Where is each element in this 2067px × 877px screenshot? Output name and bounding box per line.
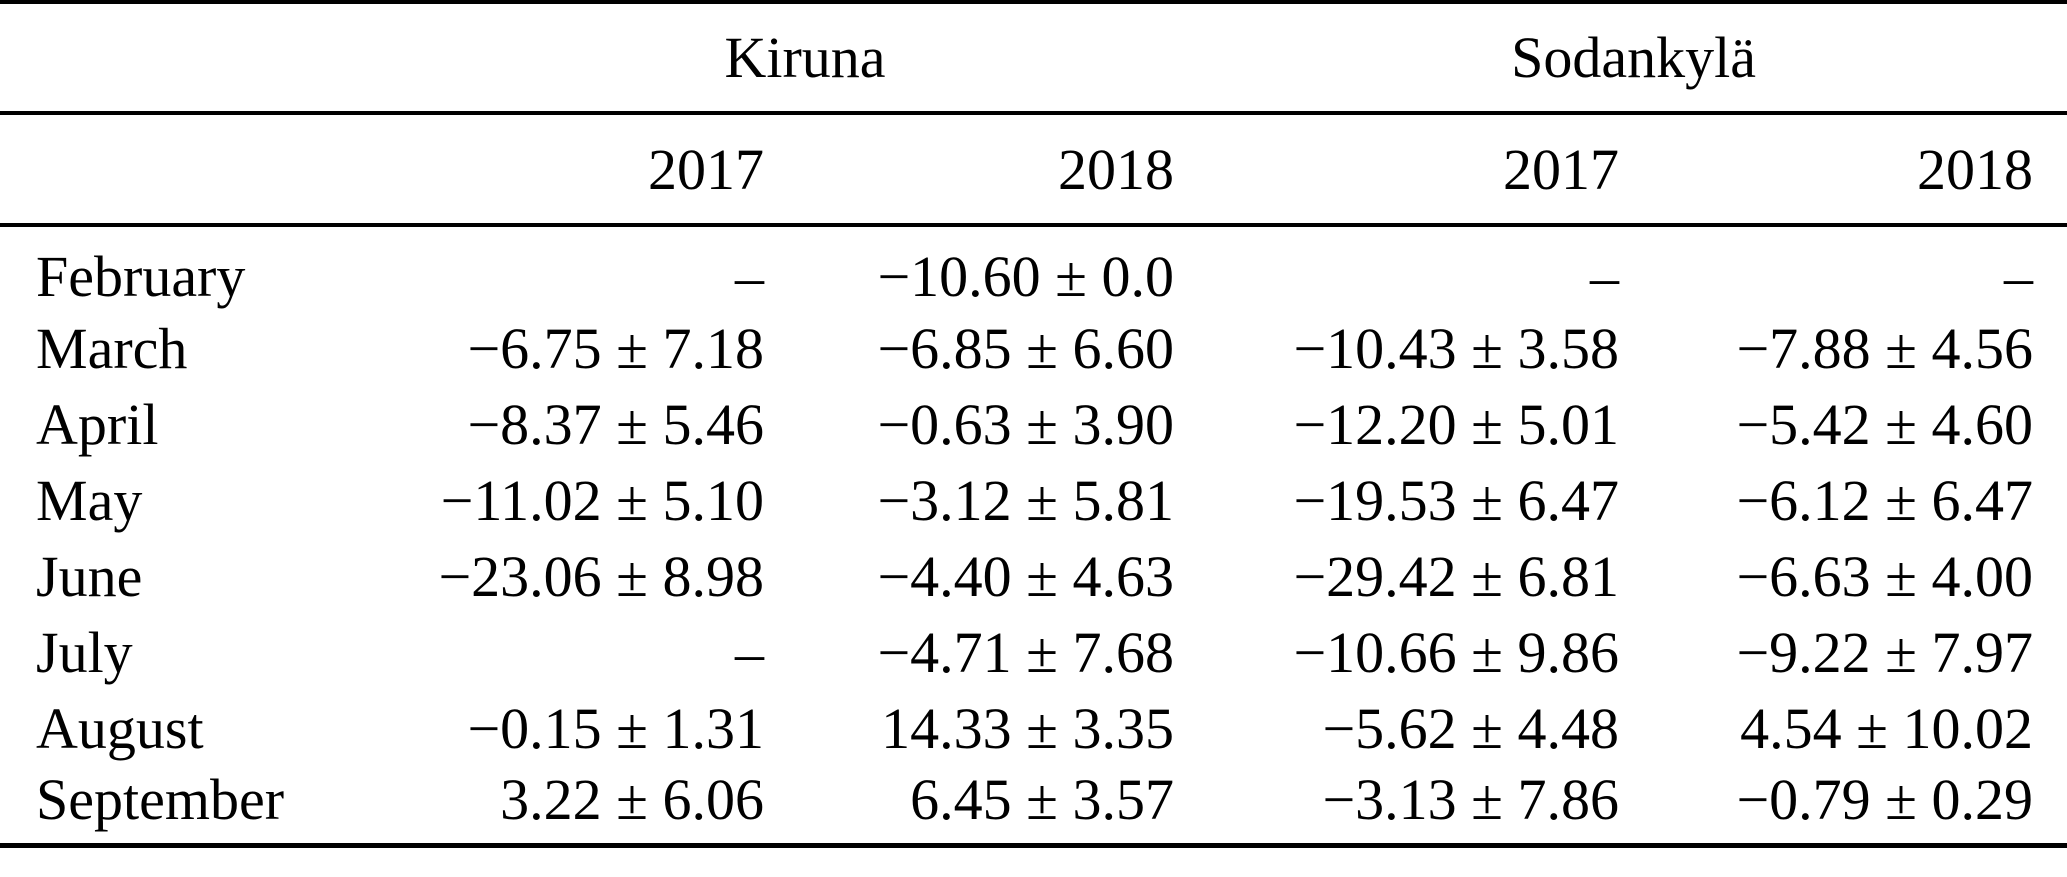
table-row-august: August −0.15 ± 1.31 14.33 ± 3.35 −5.62 ±…	[0, 690, 2067, 766]
table-row-june: June −23.06 ± 8.98 −4.40 ± 4.63 −29.42 ±…	[0, 538, 2067, 614]
month-label: August	[36, 695, 204, 761]
value-cell-sodankyla-2018: –	[2004, 244, 2034, 309]
value-cell-sodankyla-2018: −7.88 ± 4.56	[1736, 315, 2034, 381]
month-label: September	[36, 767, 285, 832]
empty-corner-cell	[0, 113, 410, 225]
value-cell-kiruna-2017: −11.02 ± 5.10	[440, 467, 764, 533]
empty-corner-cell	[0, 2, 410, 113]
month-label: May	[36, 467, 143, 533]
year-header-kiruna-2017: 2017	[648, 136, 764, 202]
station-header-sodankyla: Sodankylä	[1511, 25, 1756, 90]
value-cell-sodankyla-2017: –	[1590, 244, 1619, 309]
value-cell-sodankyla-2017: −5.62 ± 4.48	[1322, 695, 1619, 761]
value-cell-kiruna-2017: −8.37 ± 5.46	[467, 391, 764, 457]
year-header-kiruna-2018: 2018	[1058, 136, 1174, 202]
value-cell-kiruna-2018: 6.45 ± 3.57	[910, 767, 1174, 832]
value-cell-sodankyla-2018: −9.22 ± 7.97	[1736, 619, 2034, 685]
value-cell-sodankyla-2018: −0.79 ± 0.29	[1736, 767, 2034, 832]
value-cell-sodankyla-2018: −5.42 ± 4.60	[1736, 391, 2034, 457]
value-cell-kiruna-2017: −0.15 ± 1.31	[467, 695, 764, 761]
value-cell-sodankyla-2018: 4.54 ± 10.02	[1740, 695, 2034, 761]
table-body: February – −10.60 ± 0.0 – – March −6.75 …	[0, 225, 2067, 846]
month-label: March	[36, 315, 188, 381]
value-cell-kiruna-2018: 14.33 ± 3.35	[881, 695, 1174, 761]
value-cell-sodankyla-2017: −10.66 ± 9.86	[1293, 619, 1619, 685]
value-cell-sodankyla-2017: −10.43 ± 3.58	[1293, 315, 1619, 381]
table-row-july: July – −4.71 ± 7.68 −10.66 ± 9.86 −9.22 …	[0, 614, 2067, 690]
value-cell-kiruna-2018: −4.71 ± 7.68	[877, 619, 1174, 685]
table-row-march: March −6.75 ± 7.18 −6.85 ± 6.60 −10.43 ±…	[0, 310, 2067, 386]
table-row-september: September 3.22 ± 6.06 6.45 ± 3.57 −3.13 …	[0, 766, 2067, 846]
month-label: February	[36, 244, 246, 309]
value-cell-kiruna-2018: −0.63 ± 3.90	[877, 391, 1174, 457]
table-row-may: May −11.02 ± 5.10 −3.12 ± 5.81 −19.53 ± …	[0, 462, 2067, 538]
value-cell-sodankyla-2018: −6.12 ± 6.47	[1736, 467, 2034, 533]
value-cell-kiruna-2018: −10.60 ± 0.0	[877, 244, 1174, 309]
year-header-row: 2017 2018 2017 2018	[0, 113, 2067, 225]
value-cell-kiruna-2017: −23.06 ± 8.98	[438, 543, 764, 609]
value-cell-sodankyla-2018: −6.63 ± 4.00	[1736, 543, 2034, 609]
station-header-kiruna: Kiruna	[724, 25, 886, 90]
year-header-sodankyla-2018: 2018	[1917, 136, 2034, 202]
value-cell-kiruna-2017: –	[735, 244, 764, 309]
month-label: April	[36, 391, 159, 457]
value-cell-kiruna-2018: −6.85 ± 6.60	[877, 315, 1174, 381]
year-header-sodankyla-2017: 2017	[1503, 136, 1619, 202]
value-cell-sodankyla-2017: −29.42 ± 6.81	[1293, 543, 1619, 609]
value-cell-sodankyla-2017: −12.20 ± 5.01	[1293, 391, 1619, 457]
table-row-february: February – −10.60 ± 0.0 – –	[0, 225, 2067, 310]
value-cell-kiruna-2018: −3.12 ± 5.81	[877, 467, 1174, 533]
month-label: June	[36, 543, 143, 609]
value-cell-kiruna-2017: 3.22 ± 6.06	[500, 767, 764, 832]
value-cell-kiruna-2017: −6.75 ± 7.18	[467, 315, 764, 381]
value-cell-sodankyla-2017: −19.53 ± 6.47	[1293, 467, 1619, 533]
monthly-values-table: Kiruna Sodankylä 2017 2018 2017 2018 Feb…	[0, 0, 2067, 848]
table-row-april: April −8.37 ± 5.46 −0.63 ± 3.90 −12.20 ±…	[0, 386, 2067, 462]
table-header: Kiruna Sodankylä 2017 2018 2017 2018	[0, 2, 2067, 225]
value-cell-kiruna-2017: –	[735, 619, 764, 685]
month-label: July	[36, 619, 133, 685]
value-cell-kiruna-2018: −4.40 ± 4.63	[877, 543, 1174, 609]
station-header-row: Kiruna Sodankylä	[0, 2, 2067, 113]
value-cell-sodankyla-2017: −3.13 ± 7.86	[1322, 767, 1619, 832]
